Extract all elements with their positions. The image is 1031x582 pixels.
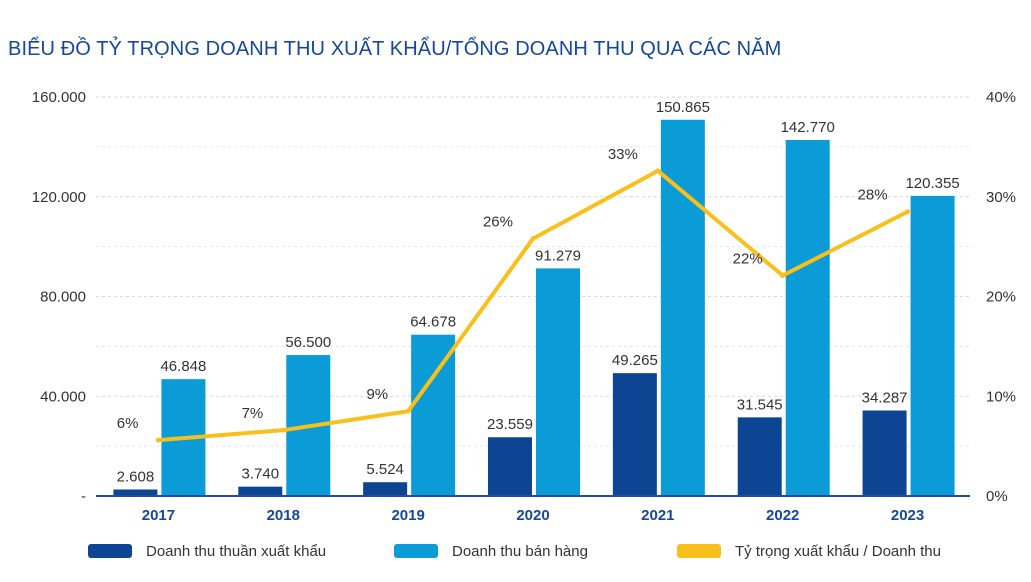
ratio-point (530, 236, 536, 242)
data-label-sales-revenue: 150.865 (656, 99, 710, 116)
y-right-tick-label: 10% (986, 388, 1016, 405)
data-label-sales-revenue: 46.848 (160, 358, 206, 375)
ratio-point (780, 273, 786, 279)
legend-label-export-revenue: Doanh thu thuần xuất khẩu (146, 542, 327, 560)
data-label-export-revenue: 2.608 (117, 468, 155, 485)
legend-swatch-sales-revenue (394, 544, 438, 558)
bar-export-revenue (363, 482, 408, 496)
legend-swatch-export-revenue (88, 544, 132, 558)
chart-title: BIỂU ĐỒ TỶ TRỌNG DOANH THU XUẤT KHẨU/TỔN… (8, 38, 782, 60)
data-label-export-revenue: 34.287 (862, 389, 908, 406)
ratio-point (655, 168, 661, 174)
x-tick-label: 2018 (267, 507, 300, 524)
bar-export-revenue (238, 486, 283, 496)
data-label-export-ratio: 7% (242, 405, 264, 422)
ratio-point (280, 427, 286, 433)
y-left-tick-label: 40.000 (40, 388, 86, 405)
y-right-tick-label: 30% (986, 189, 1016, 206)
ratio-point (155, 437, 161, 443)
x-tick-label: 2017 (142, 507, 175, 524)
bar-export-revenue (612, 373, 657, 496)
legend-item-export-ratio: Tỷ trọng xuất khẩu / Doanh thu (677, 540, 941, 562)
legend-label-sales-revenue: Doanh thu bán hàng (452, 542, 588, 560)
gridlines (96, 96, 970, 447)
bar-sales-revenue (660, 119, 705, 497)
bar-sales-revenue (910, 195, 955, 496)
data-label-sales-revenue: 56.500 (285, 334, 331, 351)
data-labels: 2.608 46.848 3.740 56.500 5.524 64.678 23.559 9… (117, 99, 960, 486)
bar-export-revenue (862, 410, 907, 496)
data-label-export-ratio: 22% (733, 251, 763, 268)
data-label-export-ratio: 26% (483, 214, 513, 231)
x-axis: 2017 2018 2019 2020 2021 2022 2023 (142, 507, 925, 524)
legend-swatch-export-ratio (677, 544, 721, 558)
bar-export-revenue (737, 417, 782, 496)
x-tick-label: 2019 (391, 507, 424, 524)
left-axis: - 40.000 80.000 120.000 160.000 (32, 89, 86, 505)
bars (113, 119, 955, 497)
data-label-sales-revenue: 91.279 (535, 247, 581, 264)
right-axis: 0% 10% 20% 30% 40% (986, 89, 1016, 505)
y-left-tick-label: 120.000 (32, 189, 86, 206)
ratio-line (155, 168, 911, 443)
bar-export-revenue (488, 437, 532, 496)
data-label-export-revenue: 5.524 (366, 461, 404, 478)
x-tick-label: 2023 (891, 507, 924, 524)
y-right-tick-label: 40% (986, 89, 1016, 106)
ratio-point (405, 408, 411, 414)
legend-label-export-ratio: Tỷ trọng xuất khẩu / Doanh thu (735, 542, 941, 560)
data-label-export-revenue: 31.545 (737, 396, 783, 413)
bar-sales-revenue (785, 139, 830, 496)
y-right-tick-label: 20% (986, 289, 1016, 306)
data-label-sales-revenue: 64.678 (410, 314, 456, 331)
y-left-tick-label: - (81, 488, 86, 505)
data-label-sales-revenue: 142.770 (781, 119, 835, 136)
x-tick-label: 2020 (516, 507, 549, 524)
data-label-export-revenue: 49.265 (612, 352, 658, 369)
data-label-sales-revenue: 120.355 (905, 175, 959, 192)
y-left-tick-label: 80.000 (40, 289, 86, 306)
x-tick-label: 2022 (766, 507, 799, 524)
x-tick-label: 2021 (641, 507, 674, 524)
data-label-export-revenue: 23.559 (487, 416, 533, 433)
bar-sales-revenue (536, 268, 580, 496)
data-label-export-ratio: 28% (858, 187, 888, 204)
bar-export-revenue (113, 489, 158, 496)
data-label-export-revenue: 3.740 (242, 466, 280, 483)
ratio-point (905, 209, 911, 215)
legend-item-export-revenue: Doanh thu thuần xuất khẩu (88, 540, 326, 562)
y-left-tick-label: 160.000 (32, 89, 86, 106)
y-right-tick-label: 0% (986, 488, 1008, 505)
data-label-export-ratio: 33% (608, 146, 638, 163)
bar-sales-revenue (411, 334, 456, 496)
legend-item-sales-revenue: Doanh thu bán hàng (394, 540, 588, 562)
data-label-export-ratio: 6% (117, 415, 139, 432)
data-label-export-ratio: 9% (366, 386, 388, 403)
